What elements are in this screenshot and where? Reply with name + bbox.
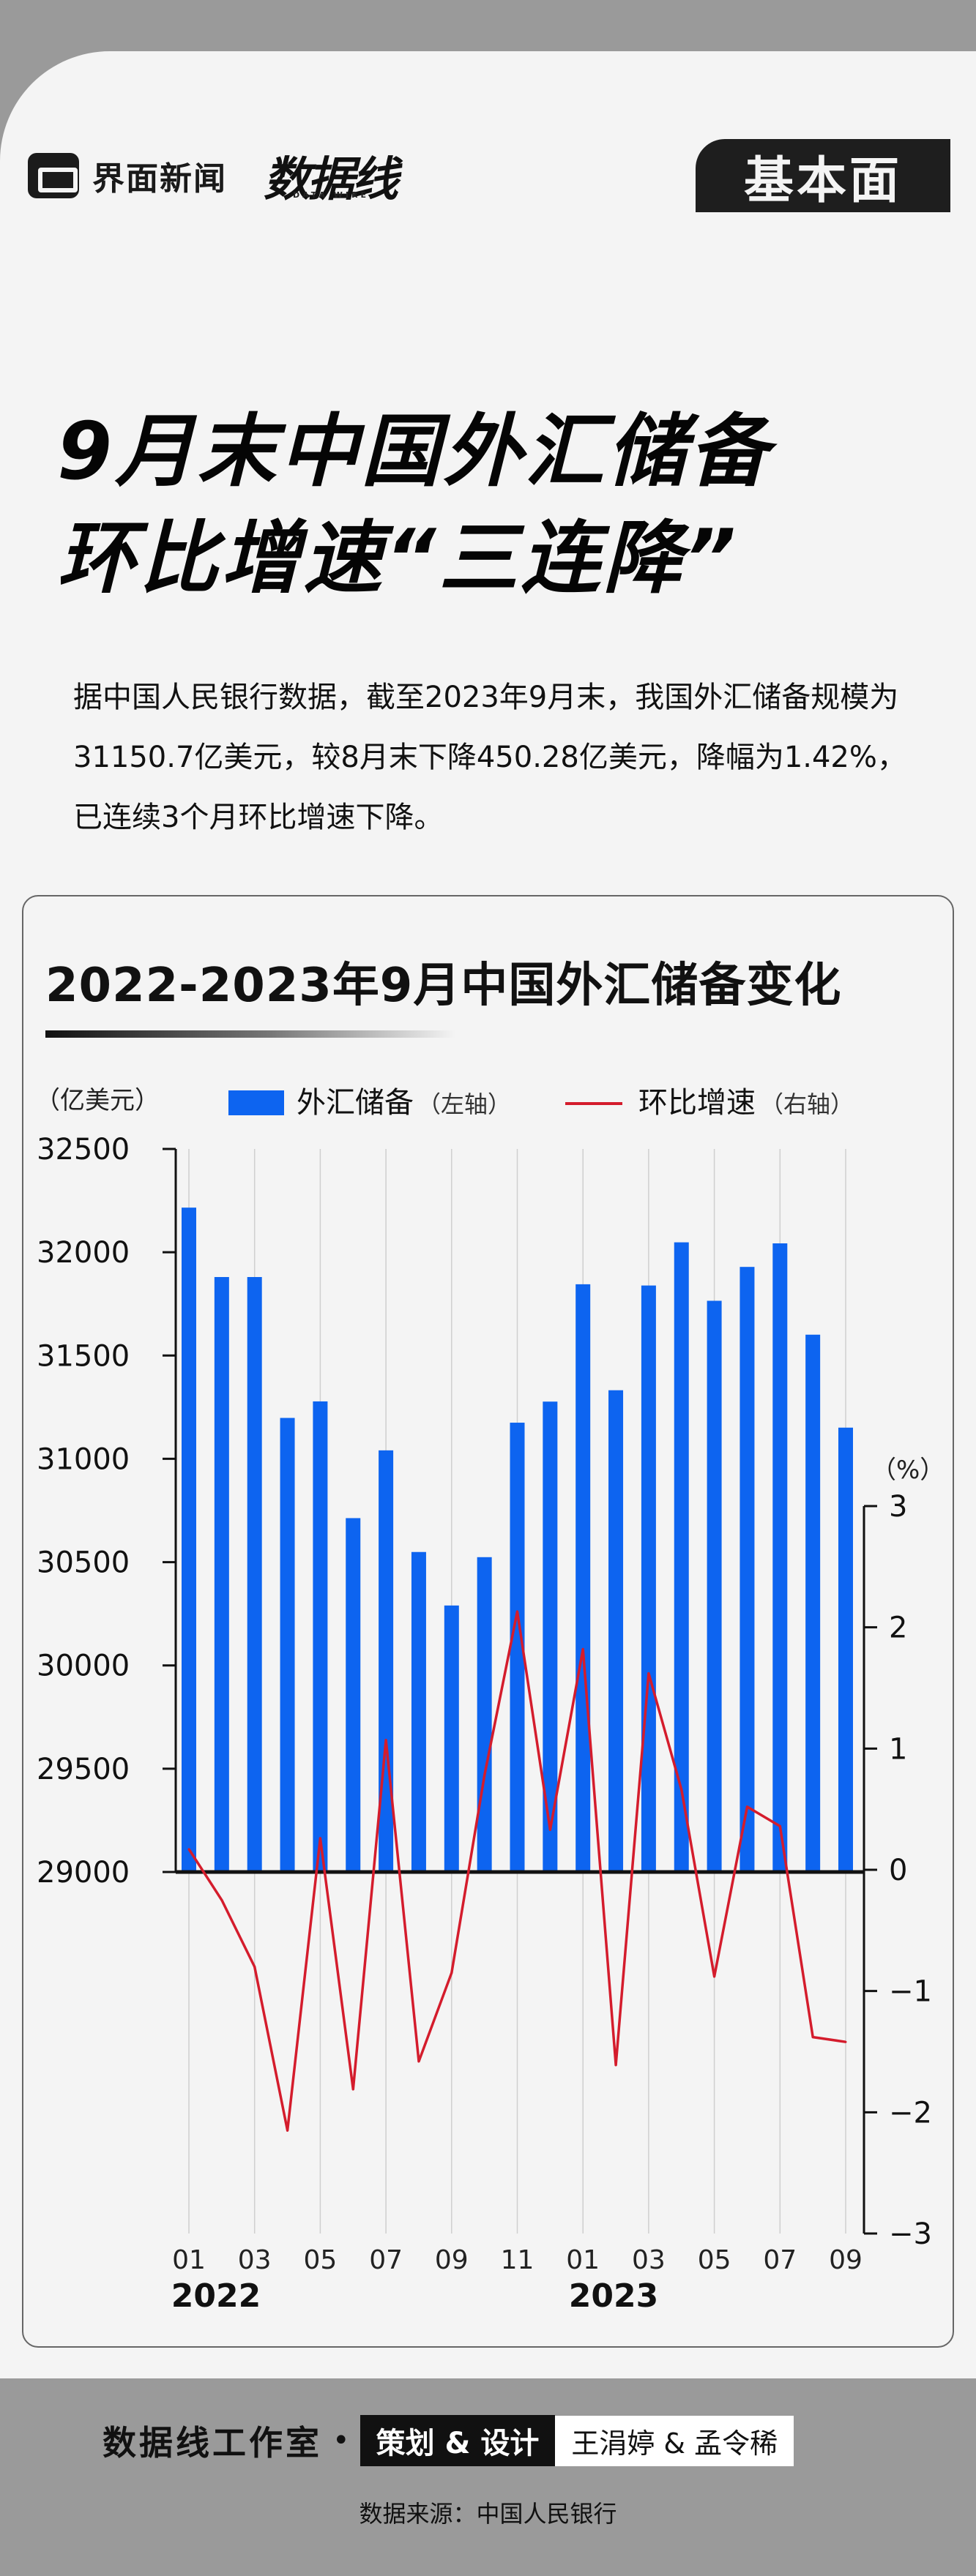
legend-bar-label: 外汇储备 [297,1086,414,1120]
right-tick-label: 1 [889,1732,907,1766]
left-axis-unit: （亿美元） [35,1086,160,1115]
left-tick-label: 30500 [37,1546,130,1580]
brand-name: 界面新闻 [92,160,227,198]
right-tick-label: 0 [889,1854,907,1887]
bar [707,1300,722,1872]
bar [247,1277,262,1872]
growth-point [483,1774,486,1777]
growth-point [318,1837,321,1840]
right-tick-label: −2 [889,2096,932,2130]
growth-point [581,1647,584,1650]
x-tick-label: 09 [829,2245,863,2275]
legend-bar-swatch [228,1090,284,1115]
right-tick-label: 2 [889,1611,907,1645]
column-badge-label: 基本面 [743,151,902,210]
bar [772,1243,788,1872]
right-tick-label: 3 [889,1490,907,1524]
bar [575,1284,591,1872]
bar [543,1401,558,1872]
data-wire-logo-text: 数据线 [264,153,398,207]
growth-point [614,2064,617,2067]
credits: 数据线工作室 • 策划 & 设计 王涓婷 & 孟令稀 [103,2415,794,2466]
growth-point [778,1824,781,1827]
growth-point [220,1898,223,1901]
separator-dot: • [332,2424,350,2457]
left-tick-label: 31500 [37,1339,130,1373]
header: 界面新闻 数据线 DATA WIRE [28,146,398,207]
studio-name: 数据线工作室 [103,2423,322,2463]
x-tick-label: 11 [501,2245,534,2275]
bar [346,1518,361,1872]
x-tick-label: 05 [303,2245,337,2275]
bar [674,1242,689,1872]
growth-point [680,1789,683,1791]
title-line-2: 环比增速“三连降” [57,513,740,604]
legend-line-axis-note: （右轴） [760,1090,854,1118]
page-title: 9月末中国外汇储备 环比增速“三连降” [57,399,771,613]
left-tick-label: 32000 [37,1236,130,1270]
left-tick-label: 30000 [37,1650,130,1683]
intro-paragraph: 据中国人民银行数据，截至2023年9月末，我国外汇储备规模为31150.7亿美元… [73,681,906,834]
growth-point [713,1975,716,1978]
bar [182,1208,196,1872]
left-tick-label: 29500 [37,1753,130,1786]
x-tick-label: 07 [369,2245,403,2275]
growth-point [417,2060,420,2063]
growth-point [647,1672,650,1675]
bar [214,1277,229,1872]
growth-point [286,2129,289,2132]
bar [379,1450,394,1872]
growth-point [351,2088,354,2091]
legend-bar-axis-note: （左轴） [417,1090,511,1118]
bar [641,1285,656,1872]
x-tick-label: 03 [632,2245,666,2275]
bar [510,1423,525,1872]
growth-point [450,1972,453,1974]
x-tick-label: 01 [172,2245,206,2275]
year-label-2022: 2022 [171,2277,261,2315]
bar [280,1418,295,1872]
chart-title: 2022-2023年9月中国外汇储备变化 [45,959,842,1013]
bar [740,1267,755,1872]
x-tick-label: 09 [435,2245,469,2275]
bar [805,1334,821,1872]
x-tick-label: 03 [238,2245,272,2275]
x-tick-label: 05 [698,2245,731,2275]
left-tick-label: 31000 [37,1442,130,1476]
title-line-1: 9月末中国外汇储备 [57,406,772,498]
role-label: 策划 & 设计 [360,2415,556,2466]
x-tick-label: 01 [566,2245,600,2275]
data-source: 数据来源：中国人民银行 [359,2500,617,2528]
column-badge: 基本面 [696,139,950,212]
growth-point [844,2040,847,2043]
bar [411,1551,426,1872]
year-label-2023: 2023 [569,2277,658,2315]
right-tick-label: −3 [889,2217,932,2251]
growth-point [548,1828,551,1831]
bar [444,1605,459,1872]
right-axis-unit: （%） [871,1456,945,1485]
data-wire-logo: 数据线 DATA WIRE [264,142,398,209]
bar [608,1390,624,1872]
jiemian-logo-icon [28,153,79,198]
data-wire-logo-sub: DATA WIRE [293,190,369,200]
left-tick-label: 29000 [37,1856,130,1890]
title-underline [45,1030,455,1038]
growth-point [384,1739,387,1742]
x-tick-label: 07 [763,2245,797,2275]
growth-point [745,1805,748,1808]
bar [313,1401,328,1872]
right-tick-label: −1 [889,1975,932,2009]
reserves-chart: 32500 32000 31500 31000 30500 30000 29500 29000… [35,1086,945,2315]
growth-point [253,1966,256,1969]
bar [477,1557,492,1872]
growth-point [516,1610,518,1613]
growth-point [811,2036,814,2039]
legend-line-label: 环比增速 [638,1086,756,1120]
designer-names: 王涓婷 & 孟令稀 [555,2415,794,2466]
growth-point [187,1848,190,1851]
left-tick-label: 32500 [37,1133,130,1167]
bar [838,1427,853,1872]
